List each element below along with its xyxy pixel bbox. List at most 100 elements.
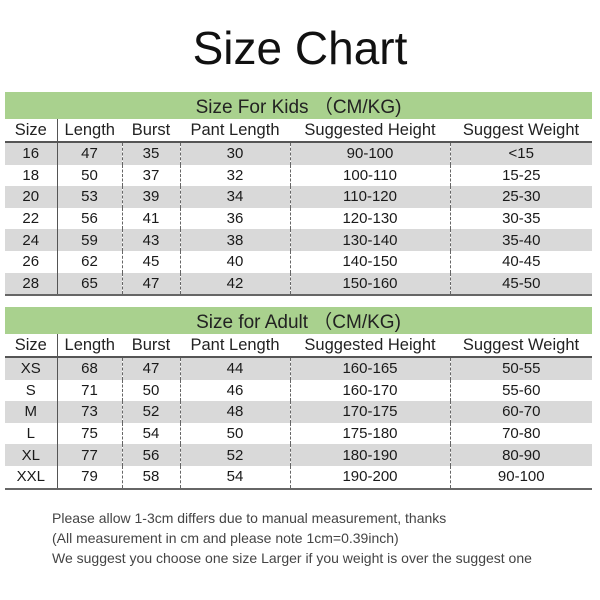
- table-row: 24 59 43 38 130-140 35-40: [5, 229, 592, 251]
- table-cell: 39: [121, 186, 180, 208]
- table-cell: 73: [56, 401, 122, 423]
- table-cell: XXL: [5, 465, 58, 490]
- column-header: Suggest Weight: [450, 119, 592, 143]
- table-cell: 48: [179, 401, 290, 423]
- table-cell: 52: [121, 401, 180, 423]
- table-cell: 110-120: [289, 186, 450, 208]
- table-cell: 50: [121, 379, 180, 402]
- table-cell: 37: [121, 164, 180, 187]
- table-row: XXL 79 58 54 190-200 90-100: [5, 465, 592, 490]
- table-cell: 41: [121, 207, 180, 230]
- table-cell: 77: [56, 444, 122, 466]
- table-cell: 45-50: [449, 272, 592, 297]
- table-cell: 55-60: [449, 379, 592, 402]
- table-cell: 18: [5, 164, 58, 187]
- table-row: XS 68 47 44 160-165 50-55: [5, 357, 592, 380]
- table-cell: XL: [5, 444, 58, 466]
- table-cell: 43: [121, 229, 180, 251]
- table-cell: 190-200: [289, 465, 450, 490]
- column-header: Suggested Height: [290, 334, 450, 358]
- table-cell: 180-190: [289, 444, 450, 466]
- table-cell: 54: [121, 422, 180, 445]
- table-row: L 75 54 50 175-180 70-80: [5, 422, 592, 445]
- table-cell: 56: [56, 207, 122, 230]
- table-cell: 28: [5, 272, 58, 297]
- table-cell: 32: [179, 164, 290, 187]
- table-cell: 59: [56, 229, 122, 251]
- table-cell: 62: [56, 250, 122, 273]
- column-header: Suggested Height: [290, 119, 450, 143]
- table-cell: 22: [5, 207, 58, 230]
- page-title: Size Chart: [192, 22, 408, 74]
- note-line: We suggest you choose one size Larger if…: [52, 550, 532, 566]
- table-cell: 47: [121, 272, 180, 297]
- table-cell: 44: [179, 357, 290, 380]
- table-cell: 38: [179, 229, 290, 251]
- table-cell: 170-175: [289, 401, 450, 423]
- table-cell: 80-90: [449, 444, 592, 466]
- table-cell: 16: [5, 142, 58, 165]
- column-header: Pant Length: [180, 334, 290, 358]
- table-cell: 58: [121, 465, 180, 490]
- kids-header-row: Size Length Burst Pant Length Suggested Heig…: [5, 119, 592, 143]
- table-row: 26 62 45 40 140-150 40-45: [5, 250, 592, 273]
- table-cell: 26: [5, 250, 58, 273]
- column-header: Length: [57, 334, 122, 358]
- table-cell: 52: [179, 444, 290, 466]
- table-row: 18 50 37 32 100-110 15-25: [5, 164, 592, 187]
- table-cell: 120-130: [289, 207, 450, 230]
- table-cell: 50: [56, 164, 122, 187]
- table-cell: 79: [56, 465, 122, 490]
- table-cell: 36: [179, 207, 290, 230]
- table-cell: 130-140: [289, 229, 450, 251]
- table-cell: 90-100: [449, 465, 592, 490]
- table-row: XL 77 56 52 180-190 80-90: [5, 444, 592, 466]
- table-row: 28 65 47 42 150-160 45-50: [5, 272, 592, 297]
- column-header: Pant Length: [180, 119, 290, 143]
- table-cell: 24: [5, 229, 58, 251]
- table-cell: 75: [56, 422, 122, 445]
- table-cell: 50: [179, 422, 290, 445]
- table-cell: 60-70: [449, 401, 592, 423]
- table-cell: 175-180: [289, 422, 450, 445]
- table-cell: 34: [179, 186, 290, 208]
- table-cell: 30-35: [449, 207, 592, 230]
- table-cell: 54: [179, 465, 290, 490]
- column-header: Length: [57, 119, 122, 143]
- table-row: 22 56 41 36 120-130 30-35: [5, 207, 592, 230]
- table-row: 16 47 35 30 90-100 <15: [5, 142, 592, 165]
- table-cell: 65: [56, 272, 122, 297]
- table-cell: 56: [121, 444, 180, 466]
- adult-size-table: Size for Adult （CM/KG) Size Length Burst Pa…: [5, 307, 592, 490]
- column-header: Burst: [122, 119, 180, 143]
- table-cell: 140-150: [289, 250, 450, 273]
- table-row: 20 53 39 34 110-120 25-30: [5, 186, 592, 208]
- table-cell: 47: [121, 357, 180, 380]
- notes: Please allow 1-3cm differs due to manual…: [52, 508, 532, 568]
- table-cell: 35: [121, 142, 180, 165]
- kids-table-heading: Size For Kids （CM/KG): [5, 92, 592, 119]
- table-cell: 25-30: [449, 186, 592, 208]
- table-cell: S: [5, 379, 58, 402]
- note-line: Please allow 1-3cm differs due to manual…: [52, 510, 447, 526]
- table-cell: 47: [56, 142, 122, 165]
- table-cell: XS: [5, 357, 58, 380]
- column-header: Size: [5, 334, 58, 358]
- table-cell: 30: [179, 142, 290, 165]
- table-cell: 20: [5, 186, 58, 208]
- table-cell: 40: [179, 250, 290, 273]
- table-cell: 160-165: [289, 357, 450, 380]
- table-row: S 71 50 46 160-170 55-60: [5, 379, 592, 402]
- table-cell: 70-80: [449, 422, 592, 445]
- table-cell: 15-25: [449, 164, 592, 187]
- table-cell: M: [5, 401, 58, 423]
- table-cell: <15: [449, 142, 592, 165]
- table-row: M 73 52 48 170-175 60-70: [5, 401, 592, 423]
- adult-header-row: Size Length Burst Pant Length Suggested Heig…: [5, 334, 592, 358]
- adult-table-heading: Size for Adult （CM/KG): [5, 307, 592, 334]
- column-header: Size: [5, 119, 58, 143]
- table-cell: 46: [179, 379, 290, 402]
- note-line: (All measurement in cm and please note 1…: [52, 530, 399, 546]
- table-cell: 150-160: [289, 272, 450, 297]
- table-cell: 90-100: [289, 142, 450, 165]
